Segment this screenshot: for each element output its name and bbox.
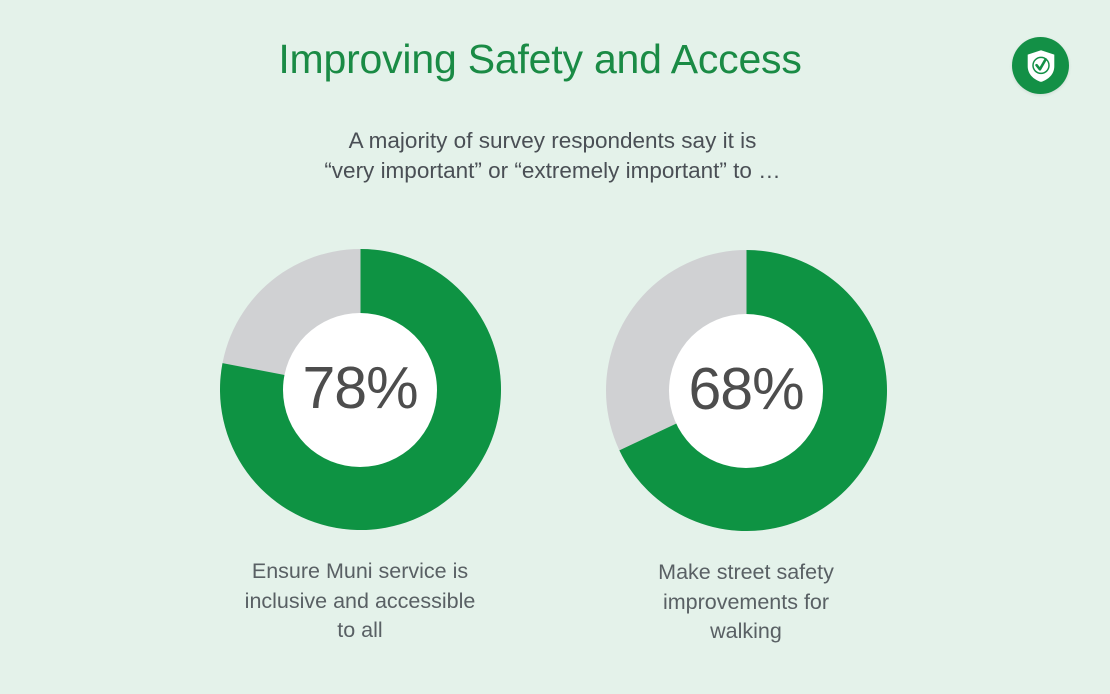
donut-1-caption: Ensure Muni service is inclusive and acc… — [190, 557, 530, 646]
donut-2-caption-line-2: improvements for — [662, 589, 830, 614]
slide-subtitle: A majority of survey respondents say it … — [0, 126, 1105, 186]
donut-2-center: 68% — [669, 313, 823, 468]
donut-chart-2: 68% — [605, 250, 887, 531]
donut-2-caption-line-3: walking — [710, 619, 782, 644]
donut-card-1: 78% Ensure Muni service is inclusive and… — [190, 249, 530, 646]
donut-2-value-label: 68% — [688, 356, 804, 422]
donut-card-2: 68% Make street safety improvements for … — [576, 250, 916, 647]
subtitle-line-2: “very important” or “extremely important… — [324, 157, 781, 183]
donut-1-value-label: 78% — [302, 355, 418, 421]
donut-1-caption-line-3: to all — [337, 618, 383, 643]
donut-1-caption-line-2: inclusive and accessible — [244, 588, 476, 613]
subtitle-line-1: A majority of survey respondents say it … — [348, 128, 757, 153]
donut-2-caption: Make street safety improvements for walk… — [576, 558, 916, 647]
donut-chart-1: 78% — [219, 249, 501, 530]
page-title: Improving Safety and Access — [278, 36, 802, 82]
donut-1-caption-line-1: Ensure Muni service is — [251, 559, 469, 583]
shield-check-icon — [1026, 49, 1056, 83]
donut-2-caption-line-1: Make street safety — [658, 560, 834, 584]
donut-1-center: 78% — [283, 312, 437, 467]
shield-check-badge — [1012, 37, 1069, 94]
